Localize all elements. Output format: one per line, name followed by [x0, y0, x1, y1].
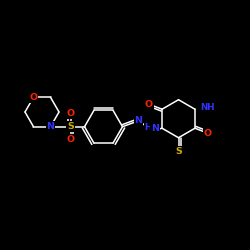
Text: N: N: [134, 116, 142, 125]
Text: N: N: [151, 124, 159, 133]
Text: NH: NH: [200, 103, 214, 112]
Text: O: O: [145, 100, 153, 109]
Text: HN: HN: [144, 123, 159, 132]
Text: S: S: [175, 147, 182, 156]
Text: S: S: [67, 122, 74, 131]
Text: O: O: [204, 129, 212, 138]
Text: O: O: [66, 135, 74, 144]
Text: N: N: [46, 122, 54, 131]
Text: O: O: [66, 109, 74, 118]
Text: O: O: [30, 93, 38, 102]
